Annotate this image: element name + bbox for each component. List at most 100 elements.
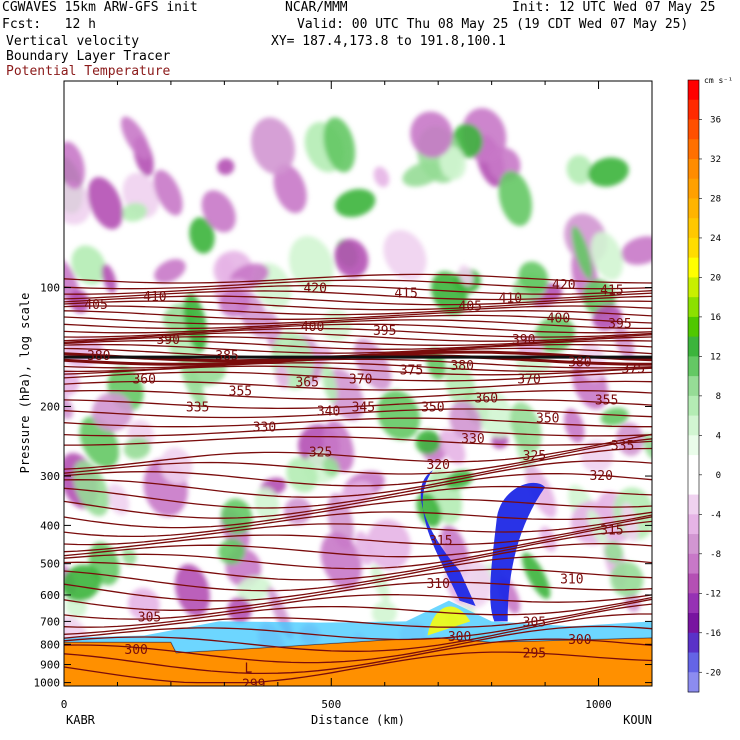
theta-label: 310	[426, 577, 449, 592]
theta-contour	[64, 295, 652, 306]
y-tick-label: 200	[40, 400, 60, 413]
theta-contour	[64, 340, 652, 350]
downdraft-cell	[373, 166, 390, 188]
downdraft-cell	[174, 564, 210, 617]
theta-contour	[64, 498, 652, 529]
cross-section-xy: XY= 187.4,173.8 to 191.8,100.1	[271, 34, 506, 49]
updraft-cell	[498, 170, 533, 227]
field-potential-temperature: Potential Temperature	[6, 64, 171, 79]
colorbar-tick-label: 36	[710, 115, 721, 125]
colorbar-swatch	[688, 573, 699, 594]
theta-contour	[64, 343, 652, 354]
theta-contour	[64, 485, 652, 519]
theta-label: 365	[295, 376, 318, 391]
y-tick-label: 400	[40, 519, 60, 532]
colorbar-swatch	[688, 336, 699, 357]
init-time: Init: 12 UTC Wed 07 May 25	[512, 0, 716, 15]
theta-label: 370	[349, 373, 372, 388]
colorbar-swatch	[688, 376, 699, 397]
colorbar-swatch	[688, 435, 699, 456]
colorbar-swatch	[688, 237, 699, 259]
theta-contour	[64, 314, 652, 325]
left-endpoint-label: KABR	[66, 713, 96, 727]
colorbar-swatch	[688, 178, 699, 199]
colorbar-tick-label: 24	[710, 234, 721, 244]
theta-contour	[64, 594, 652, 620]
theta-contour	[64, 380, 652, 391]
colorbar-unit: cm s⁻¹	[704, 76, 733, 85]
downdraft-cell	[106, 483, 130, 516]
valid-time: Valid: 00 UTC Thu 08 May 25 (19 CDT Wed …	[297, 17, 689, 32]
colorbar-swatch	[688, 395, 699, 417]
colorbar-swatch	[688, 652, 699, 673]
theta-contour	[64, 365, 652, 376]
theta-contour	[64, 603, 652, 641]
colorbar-swatch	[688, 139, 699, 160]
theta-contour	[64, 273, 652, 284]
theta-contour	[64, 511, 652, 538]
theta-label: 400	[301, 320, 324, 335]
theta-contour	[64, 568, 652, 602]
theta-label: 300	[568, 633, 591, 648]
theta-contour	[64, 408, 652, 419]
colorbar-swatch	[688, 257, 699, 278]
updraft-cell	[610, 561, 644, 598]
theta-contour	[64, 426, 652, 437]
colorbar-swatch	[688, 613, 699, 634]
theta-label: 340	[317, 405, 340, 420]
updraft-cell	[322, 457, 340, 477]
colorbar-swatch	[688, 514, 699, 535]
downdraft-cell	[251, 117, 295, 175]
downdraft-cell	[201, 190, 236, 233]
updraft-cell	[71, 245, 106, 285]
downdraft-cell	[621, 236, 652, 265]
updraft-cell	[600, 407, 629, 426]
colorbar-swatch	[688, 198, 699, 219]
theta-contour	[64, 598, 652, 635]
theta-contour	[64, 438, 652, 475]
colorbar-tick-label: 8	[716, 392, 721, 402]
theta-contour	[64, 613, 652, 652]
updraft-cell	[321, 363, 338, 404]
y-tick-label: 1000	[34, 677, 61, 690]
theta-contour	[64, 542, 652, 581]
downdraft-cell	[616, 422, 644, 456]
theta-contour	[64, 323, 652, 334]
colorbar-swatch	[688, 99, 699, 120]
theta-label: 320	[426, 458, 449, 473]
updraft-cell	[415, 430, 441, 455]
theta-label: 420	[552, 278, 575, 293]
theta-label: 420	[303, 282, 326, 297]
updraft-cell	[588, 157, 629, 187]
downdraft-cell	[101, 264, 117, 294]
theta-contour	[64, 581, 652, 611]
colorbar-swatch	[688, 415, 699, 436]
theta-contour	[64, 399, 652, 410]
theta-label: 350	[536, 411, 559, 426]
updraft-cell	[334, 188, 376, 218]
theta-label: 325	[523, 449, 546, 464]
theta-label: 355	[595, 393, 618, 408]
theta-label: 330	[253, 421, 276, 436]
y-axis-label: Pressure (hPa), log scale	[18, 293, 32, 474]
theta-contour	[64, 638, 652, 675]
colorbar-swatch	[688, 494, 699, 515]
theta-contour	[64, 336, 652, 346]
theta-contour	[64, 435, 652, 446]
updraft-cell	[371, 600, 398, 625]
downdraft-cell	[580, 439, 614, 473]
colorbar-swatch	[688, 593, 699, 614]
downdraft-cell	[64, 397, 74, 420]
x-tick-label: 0	[61, 698, 68, 711]
updraft-cell	[518, 261, 549, 294]
colorbar-tick-label: -16	[705, 629, 721, 639]
theta-label: 300	[448, 630, 471, 645]
theta-label: 410	[499, 292, 522, 307]
theta-label: 305	[523, 615, 546, 630]
field-vertical-velocity: Vertical velocity	[6, 34, 140, 49]
colorbar-swatch	[688, 632, 699, 654]
y-tick-label: 600	[40, 589, 60, 602]
theta-contour	[64, 555, 652, 592]
